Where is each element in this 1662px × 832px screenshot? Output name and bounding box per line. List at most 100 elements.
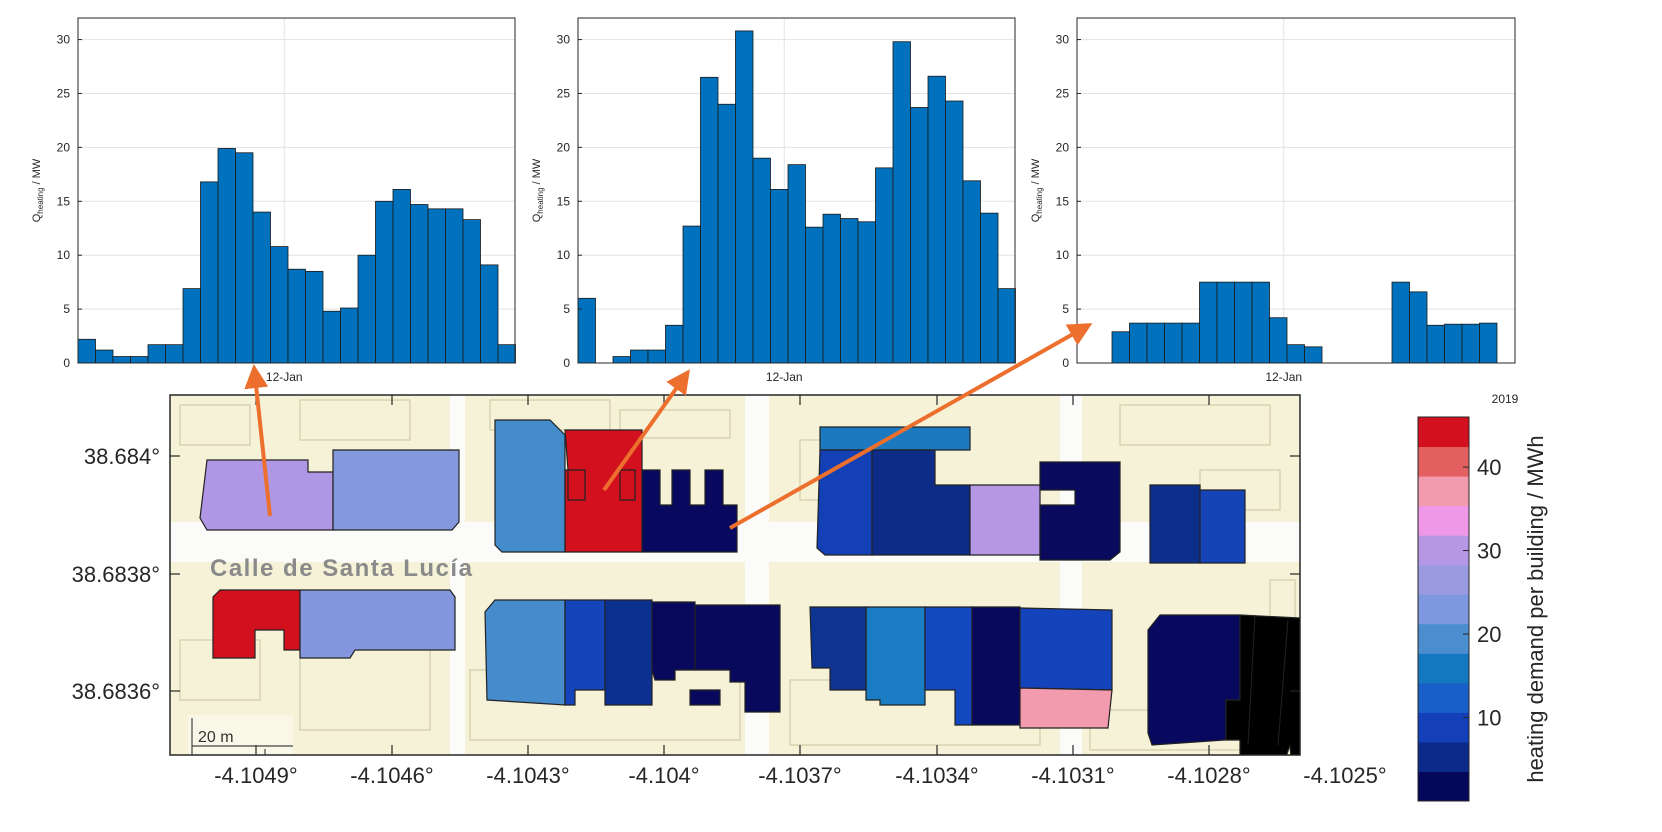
building	[494, 419, 566, 553]
y-tick-label: 15	[57, 194, 71, 208]
histogram-bar	[1251, 281, 1270, 364]
longitude-tick: -4.104°	[628, 763, 699, 788]
histogram-bar	[1286, 344, 1305, 364]
building	[819, 426, 971, 451]
histogram-bar	[200, 181, 219, 364]
y-label-main: Q	[531, 213, 543, 222]
histogram-bar	[577, 297, 596, 364]
y-tick-label: 0	[563, 356, 570, 370]
histogram-bar	[357, 254, 376, 364]
building	[564, 599, 606, 706]
histogram-bar	[1129, 322, 1148, 364]
building	[1019, 607, 1113, 691]
longitude-tick-labels: -4.1049° -4.1046° -4.1043° -4.104° -4.10…	[214, 763, 1386, 788]
histogram-bar	[805, 226, 824, 364]
building	[604, 599, 653, 706]
y-label-sub: heating	[1035, 187, 1044, 213]
scale-bar: 20 m 50 ft	[188, 715, 293, 755]
histogram-bar	[1234, 281, 1253, 364]
histogram-bar	[717, 103, 736, 364]
colorbar-segment	[1418, 476, 1469, 507]
histogram-bar	[822, 213, 841, 364]
building	[1199, 489, 1246, 564]
histogram-bar	[647, 349, 666, 364]
building-dividers	[1247, 614, 1289, 746]
building	[865, 606, 926, 706]
histogram-bar	[927, 75, 946, 364]
y-axis-label: Qheating / MW	[31, 158, 45, 222]
building	[1149, 484, 1201, 564]
building-map: Calle de Santa Lucía 20 m 50 ft Esri, To…	[72, 394, 1387, 788]
histogram-bar	[1444, 323, 1463, 364]
longitude-tick: -4.1037°	[758, 763, 841, 788]
longitude-tick: -4.1028°	[1167, 763, 1250, 788]
colorbar-tick-label: 10	[1477, 706, 1501, 731]
y-tick-label: 15	[1056, 194, 1070, 208]
colorbar-segment	[1418, 653, 1469, 684]
histogram-bar	[1426, 324, 1445, 364]
longitude-tick: -4.1049°	[214, 763, 297, 788]
colorbar-segment	[1418, 564, 1469, 595]
longitude-tick: -4.1043°	[486, 763, 569, 788]
histogram-bar	[1269, 317, 1288, 364]
y-tick-label: 15	[557, 194, 571, 208]
scale-metric-label: 20 m	[198, 729, 234, 746]
colorbar-segment	[1418, 505, 1469, 536]
histogram-bar	[787, 164, 806, 364]
y-label-main: Q	[1030, 213, 1042, 222]
year-label: 2019	[1492, 392, 1519, 406]
grid-lines	[1077, 18, 1515, 364]
histogram-bar	[857, 221, 876, 364]
histogram-bar	[497, 344, 516, 364]
colorbar-label: heating demand per building / MWh	[1523, 435, 1548, 782]
colorbar-segment	[1418, 741, 1469, 772]
y-tick-label: 20	[557, 140, 571, 154]
y-label-sub: heating	[36, 187, 45, 213]
y-label-main: Q	[31, 213, 43, 222]
y-tick-label: 20	[1056, 140, 1070, 154]
histogram-bar	[1111, 331, 1130, 364]
histogram-bar	[752, 157, 771, 364]
x-tick-label: 12-Jan	[266, 370, 303, 384]
bars	[1111, 281, 1498, 364]
building	[816, 449, 873, 556]
histogram-bar	[980, 212, 999, 364]
building	[969, 484, 1041, 556]
histogram-bar	[165, 344, 184, 364]
histogram-bar	[130, 356, 149, 364]
histogram-bar	[997, 288, 1016, 364]
axes-frame	[1076, 17, 1516, 364]
colorbar-segments	[1418, 417, 1469, 802]
arrow-to-middle-chart	[602, 369, 690, 492]
longitude-tick: -4.1031°	[1031, 763, 1114, 788]
callout-arrows	[244, 323, 1093, 530]
histogram-bar	[1181, 322, 1200, 364]
colorbar-segment	[1418, 594, 1469, 625]
building	[694, 604, 781, 713]
y-tick-label: 25	[1056, 86, 1070, 100]
bars	[77, 148, 516, 364]
y-tick-label: 20	[57, 140, 71, 154]
map-frame	[169, 394, 1301, 756]
histogram-bar	[147, 344, 166, 364]
y-tick-label: 30	[557, 33, 571, 47]
colorbar-tick-labels: 10 20 30 40	[1463, 455, 1501, 731]
histogram-bar	[1304, 346, 1323, 364]
histogram-bar	[235, 152, 254, 364]
building	[971, 606, 1021, 726]
colorbar-tick-label: 20	[1477, 622, 1501, 647]
arrow-to-left-chart	[244, 364, 272, 517]
colorbar-segment	[1418, 712, 1469, 743]
grid-lines	[78, 18, 515, 364]
building	[1225, 614, 1300, 755]
histogram-bar	[427, 208, 446, 364]
histogram-right: 0 5 10 15 20 25 30 12-Jan 2019 Qheating / MW	[1030, 17, 1519, 406]
histogram-bar	[77, 338, 96, 364]
histogram-bar	[1146, 322, 1165, 364]
histogram-bar	[95, 349, 114, 364]
y-tick-label: 10	[1056, 248, 1070, 262]
histogram-bar	[112, 356, 131, 364]
longitude-tick: -4.1025°	[1303, 763, 1386, 788]
y-tick-label: 30	[1056, 33, 1070, 47]
